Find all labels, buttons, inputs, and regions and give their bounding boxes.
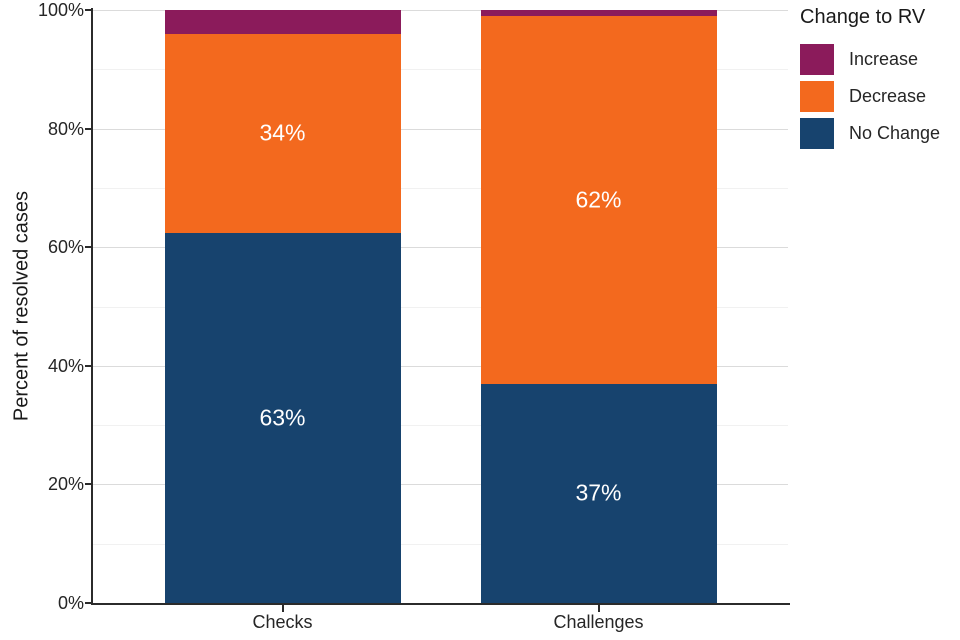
gridline-50 xyxy=(93,306,788,308)
gridline-40 xyxy=(93,365,788,367)
gridline-70 xyxy=(93,187,788,189)
y-axis-title: Percent of resolved cases xyxy=(10,190,33,422)
legend-title: Change to RV xyxy=(800,6,926,28)
bar-challenges: 37% 62% xyxy=(480,10,717,603)
bar-segment-no-change: 63% xyxy=(164,233,401,603)
y-tick-label-60: 60% xyxy=(47,237,84,258)
gridline-90 xyxy=(93,69,788,71)
y-tick-label-40: 40% xyxy=(47,355,84,376)
gridline-20 xyxy=(93,484,788,486)
x-axis-label-checks: Checks xyxy=(252,612,313,632)
bar-segment-no-change: 37% xyxy=(480,383,717,603)
x-axis-label-challenges: Challenges xyxy=(553,612,644,632)
bar-segment-increase xyxy=(164,10,401,34)
y-tick-label-100: 100% xyxy=(37,0,84,20)
bar-checks: 63% 34% xyxy=(164,10,401,603)
legend-item-label: Decrease xyxy=(849,86,927,106)
gridline-100 xyxy=(93,10,788,11)
gridline-10 xyxy=(93,543,788,545)
legend-item-label: Increase xyxy=(849,49,919,69)
legend-items: Increase Decrease No Change xyxy=(800,44,958,149)
y-tick-label-0: 0% xyxy=(57,593,84,613)
bar-segment-label: 37% xyxy=(575,479,622,506)
bar-segment-increase xyxy=(480,10,717,16)
y-tick-40 xyxy=(85,364,91,367)
y-tick-20 xyxy=(85,483,91,486)
y-tick-label-80: 80% xyxy=(47,118,84,139)
bar-segment-decrease: 62% xyxy=(480,15,717,384)
bar-segment-decrease: 34% xyxy=(164,33,401,234)
plot-area: 63% 34% 37% 62% xyxy=(93,10,788,603)
y-tick-100 xyxy=(85,9,91,11)
bar-segment-label: 63% xyxy=(259,404,306,431)
x-tick-challenges xyxy=(597,605,600,612)
legend-swatch-decrease xyxy=(800,81,834,112)
legend-swatch-no-change xyxy=(800,118,834,149)
gridline-80 xyxy=(93,128,788,130)
x-tick-checks xyxy=(281,605,284,612)
legend-item-decrease: Decrease xyxy=(800,81,958,112)
legend-item-no-change: No Change xyxy=(800,118,958,149)
y-tick-60 xyxy=(85,246,91,249)
legend: Change to RV Increase Decrease No Change xyxy=(800,6,958,155)
bar-segment-label: 62% xyxy=(575,186,622,213)
y-axis-line xyxy=(91,8,93,605)
legend-swatch-increase xyxy=(800,44,834,75)
legend-item-label: No Change xyxy=(849,123,941,143)
y-tick-0 xyxy=(85,602,91,604)
legend-item-increase: Increase xyxy=(800,44,958,75)
y-tick-80 xyxy=(85,127,91,130)
bar-segment-label: 34% xyxy=(259,119,306,146)
gridline-60 xyxy=(93,247,788,249)
x-axis-line xyxy=(91,603,790,605)
gridline-30 xyxy=(93,425,788,427)
y-tick-label-20: 20% xyxy=(47,474,84,495)
